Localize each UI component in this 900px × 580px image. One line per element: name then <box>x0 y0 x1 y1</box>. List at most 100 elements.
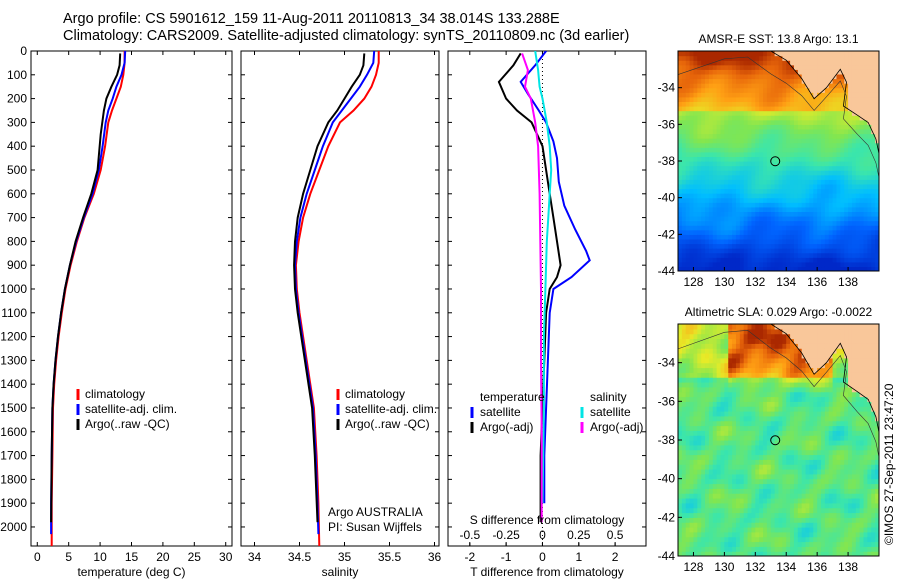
map-cell <box>828 128 834 135</box>
map-cell <box>705 206 710 213</box>
map-cell <box>840 183 845 190</box>
map-cell <box>712 430 718 436</box>
map-cell <box>824 110 830 116</box>
map-cell <box>689 101 695 107</box>
map-cell <box>728 483 733 489</box>
map-cell <box>743 382 749 388</box>
map-cell <box>778 353 783 359</box>
map-cell <box>759 517 764 523</box>
map-cell <box>759 220 764 226</box>
map-cell <box>701 536 706 543</box>
map-cell <box>697 183 702 190</box>
map-cell <box>824 406 830 412</box>
map-cell <box>859 147 865 153</box>
map-cell <box>716 449 722 456</box>
map-cell <box>732 338 737 344</box>
map-cell <box>705 216 710 222</box>
map-cell <box>797 531 803 538</box>
map-cell <box>685 128 691 135</box>
map-cell <box>759 483 764 489</box>
map-cell <box>782 128 787 135</box>
map-cell <box>809 391 814 398</box>
map-cell <box>844 502 849 509</box>
map-cell <box>720 377 725 383</box>
map-cell <box>828 257 834 263</box>
map-cell <box>751 119 756 125</box>
map-cell <box>770 161 776 167</box>
map-cell <box>712 193 718 199</box>
map-cell <box>848 266 853 271</box>
map-cell <box>755 266 760 271</box>
map-cell <box>782 362 787 369</box>
map-cell <box>685 488 691 494</box>
map-cell <box>739 483 745 489</box>
map-cell <box>678 147 683 153</box>
map-cell <box>793 522 799 528</box>
map-cell <box>805 252 811 258</box>
map-cell <box>848 202 853 208</box>
map-cell <box>778 502 783 509</box>
map-cell <box>724 229 729 235</box>
map-cell <box>797 119 803 125</box>
map-cell <box>844 229 849 235</box>
map-cell <box>801 362 807 369</box>
map-cell <box>859 133 865 139</box>
map-cell <box>701 411 706 417</box>
map-cell <box>793 512 799 518</box>
map-cell <box>678 425 683 431</box>
map-cell <box>824 430 830 436</box>
map-cell <box>851 348 857 354</box>
map-cell <box>720 64 725 70</box>
map-cell <box>790 357 795 364</box>
map-cell <box>693 488 698 494</box>
map-cell <box>836 151 841 158</box>
map-cell <box>701 401 706 407</box>
map-cell <box>793 527 799 533</box>
map-cell <box>763 165 768 171</box>
map-cell <box>712 415 718 422</box>
map-cell <box>759 156 764 162</box>
map-cell <box>739 87 745 93</box>
map-cell <box>705 188 710 194</box>
map-cell <box>828 546 834 552</box>
map-cell <box>840 60 845 66</box>
map-cell <box>844 464 849 470</box>
map-cell <box>786 551 791 556</box>
map-cell <box>801 216 807 222</box>
map-cell <box>712 348 718 354</box>
map-cell <box>739 469 745 475</box>
map-cell <box>778 362 783 369</box>
map-cell <box>817 243 822 249</box>
map-cell <box>813 188 818 194</box>
map-cell <box>817 493 822 499</box>
map-cell <box>797 110 803 116</box>
map-cell <box>739 151 745 158</box>
map-cell <box>732 96 737 103</box>
map-cell <box>805 541 811 547</box>
map-cell <box>782 165 787 171</box>
map-cell <box>790 444 795 451</box>
map-cell <box>817 382 822 388</box>
map-cell <box>832 430 838 436</box>
map-cell <box>728 415 733 422</box>
map-cell <box>793 396 799 402</box>
map-cell <box>871 174 876 180</box>
map-cell <box>778 133 783 139</box>
map-cell <box>705 238 710 245</box>
map-cell <box>766 252 772 258</box>
map-cell <box>693 454 698 460</box>
map-cell <box>805 536 811 543</box>
map-cell <box>743 473 749 480</box>
map-cell <box>863 179 869 185</box>
map-cell <box>743 78 749 84</box>
map-cell <box>747 454 753 460</box>
map-cell <box>743 257 749 263</box>
map-cell <box>728 96 733 103</box>
map-cell <box>859 517 865 523</box>
map-cell <box>813 517 818 523</box>
map-cell <box>697 101 702 107</box>
map-cell <box>751 328 756 335</box>
map-cell <box>790 248 795 254</box>
map-cell <box>689 206 695 213</box>
map-cell <box>774 183 780 190</box>
